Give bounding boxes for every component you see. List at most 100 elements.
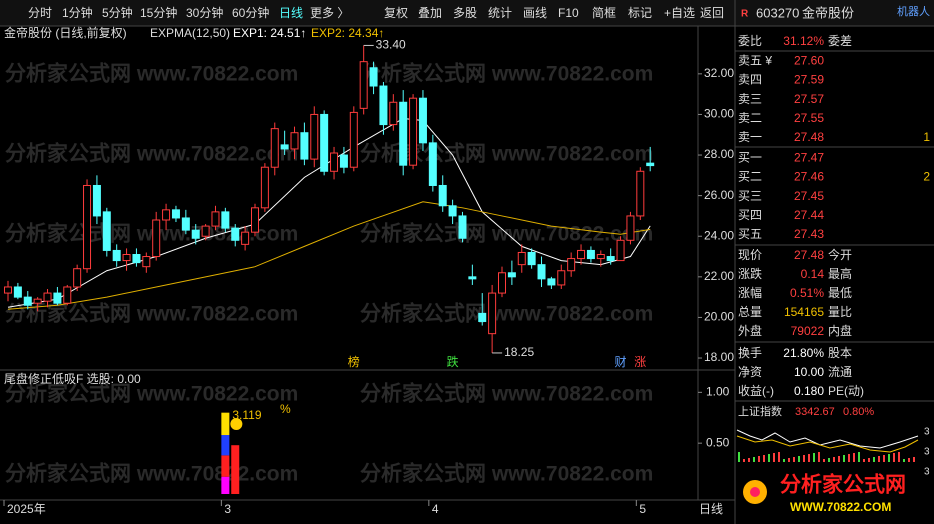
- book-price: 27.60: [794, 53, 824, 67]
- book-label: 委比: [738, 34, 762, 48]
- index-volume: [828, 458, 830, 462]
- candle-body: [409, 97, 418, 166]
- candle-body: [586, 249, 595, 260]
- toolbar-button[interactable]: 1分钟: [62, 5, 93, 20]
- index-axis: 3: [924, 467, 930, 478]
- book-price: 27.57: [794, 92, 824, 106]
- candle-body: [181, 217, 190, 231]
- candle-body: [33, 298, 42, 304]
- toolbar-button[interactable]: 统计: [488, 6, 512, 20]
- book-price: 27.45: [794, 189, 824, 203]
- index-volume: [903, 459, 905, 462]
- candle-body: [241, 231, 250, 245]
- toolbar-button[interactable]: 日线: [279, 6, 303, 20]
- legend-entry: EXP2: 24.34↑: [311, 26, 384, 40]
- toolbar-button[interactable]: 复权: [384, 6, 408, 20]
- toolbar-button[interactable]: 30分钟: [186, 5, 223, 20]
- index-volume: [743, 459, 745, 462]
- toolbar-button[interactable]: 标记: [628, 6, 652, 20]
- logo-flower: [750, 487, 760, 497]
- candle-body: [468, 276, 477, 280]
- index-volume: [908, 458, 910, 462]
- candle-body: [231, 227, 240, 241]
- toolbar-button[interactable]: 更多 〉: [310, 6, 349, 20]
- index-name: 上证指数: [738, 404, 782, 418]
- watermark: 分析家公式网 www.70822.com: [5, 62, 298, 86]
- quote-label: 最高: [828, 266, 852, 281]
- period-label: 日线: [699, 502, 723, 516]
- toolbar-button[interactable]: 分时: [28, 6, 52, 20]
- index-volume: [853, 453, 855, 462]
- y-tick-label: 32.00: [704, 66, 734, 80]
- index-volume: [843, 455, 845, 462]
- candle-body: [636, 170, 645, 217]
- candle-body: [478, 312, 487, 322]
- quote-value: 10.00: [794, 365, 824, 379]
- candle-body: [132, 254, 141, 264]
- toolbar-button[interactable]: +自选: [664, 6, 695, 20]
- index-volume: [768, 454, 770, 462]
- watermark: 分析家公式网 www.70822.com: [360, 62, 653, 86]
- y-tick-label: 30.00: [704, 107, 734, 121]
- candle-body: [616, 239, 625, 262]
- book-label: 买四: [738, 208, 762, 222]
- candle-body: [112, 249, 121, 262]
- candle-body: [211, 211, 220, 227]
- index-change: 0.80%: [843, 406, 874, 418]
- candle-body: [221, 211, 230, 229]
- book-label: 卖五 ¥: [738, 53, 772, 67]
- candle-body: [359, 61, 368, 109]
- toolbar-button[interactable]: 多股: [453, 6, 477, 20]
- smiley: [230, 418, 243, 430]
- y-tick-label: 24.00: [704, 228, 734, 242]
- candle-body: [142, 256, 151, 268]
- toolbar-button[interactable]: F10: [558, 6, 579, 20]
- candle-body: [606, 256, 615, 262]
- quote-label: 涨幅: [738, 285, 762, 300]
- index-volume: [738, 452, 740, 462]
- event-marker: 跌: [447, 354, 459, 369]
- candle-body: [43, 292, 52, 302]
- index-volume: [793, 457, 795, 462]
- candle-body: [349, 111, 358, 168]
- index-volume: [748, 458, 750, 462]
- candle-body: [83, 184, 92, 270]
- candle-body: [369, 67, 378, 87]
- candle-body: [448, 205, 457, 217]
- book-price: 27.55: [794, 111, 824, 125]
- stock-code: 603270: [756, 5, 799, 20]
- quote-value: 21.80%: [783, 346, 824, 360]
- x-tick-label: 3: [224, 502, 231, 516]
- candle-body: [122, 254, 131, 262]
- y-tick-label: 26.00: [704, 188, 734, 202]
- quote-label: 量比: [828, 305, 852, 319]
- candle-body: [4, 286, 12, 294]
- book-label: 买三: [738, 189, 762, 203]
- index-volume: [873, 457, 875, 462]
- toolbar-button[interactable]: 5分钟: [102, 5, 133, 20]
- candle-body: [557, 270, 566, 286]
- x-tick-label: 2025年: [7, 502, 46, 516]
- book-price: 27.59: [794, 73, 824, 87]
- toolbar-button[interactable]: 画线: [523, 6, 547, 20]
- index-volume: [758, 456, 760, 462]
- bar-segment: [231, 445, 240, 494]
- toolbar-button[interactable]: 15分钟: [140, 5, 177, 20]
- candle-body: [418, 97, 427, 144]
- bar-segment: [221, 476, 230, 494]
- candle-body: [379, 85, 388, 126]
- candle-body: [171, 209, 180, 219]
- toolbar-button[interactable]: 返回: [700, 6, 724, 20]
- candle-body: [152, 219, 161, 258]
- indicator-title: 尾盘修正低吸F 选股: 0.00: [4, 371, 141, 386]
- logo-name: 分析家公式网: [780, 473, 906, 497]
- candle-body: [280, 144, 289, 150]
- book-volume: 1: [923, 130, 930, 144]
- toolbar-button[interactable]: 叠加: [418, 6, 442, 20]
- toolbar-button[interactable]: 简框: [592, 6, 616, 20]
- toolbar-button[interactable]: 60分钟: [232, 5, 269, 20]
- book-label: 卖二: [738, 111, 762, 125]
- candle-body: [23, 296, 32, 306]
- index-volume: [783, 459, 785, 462]
